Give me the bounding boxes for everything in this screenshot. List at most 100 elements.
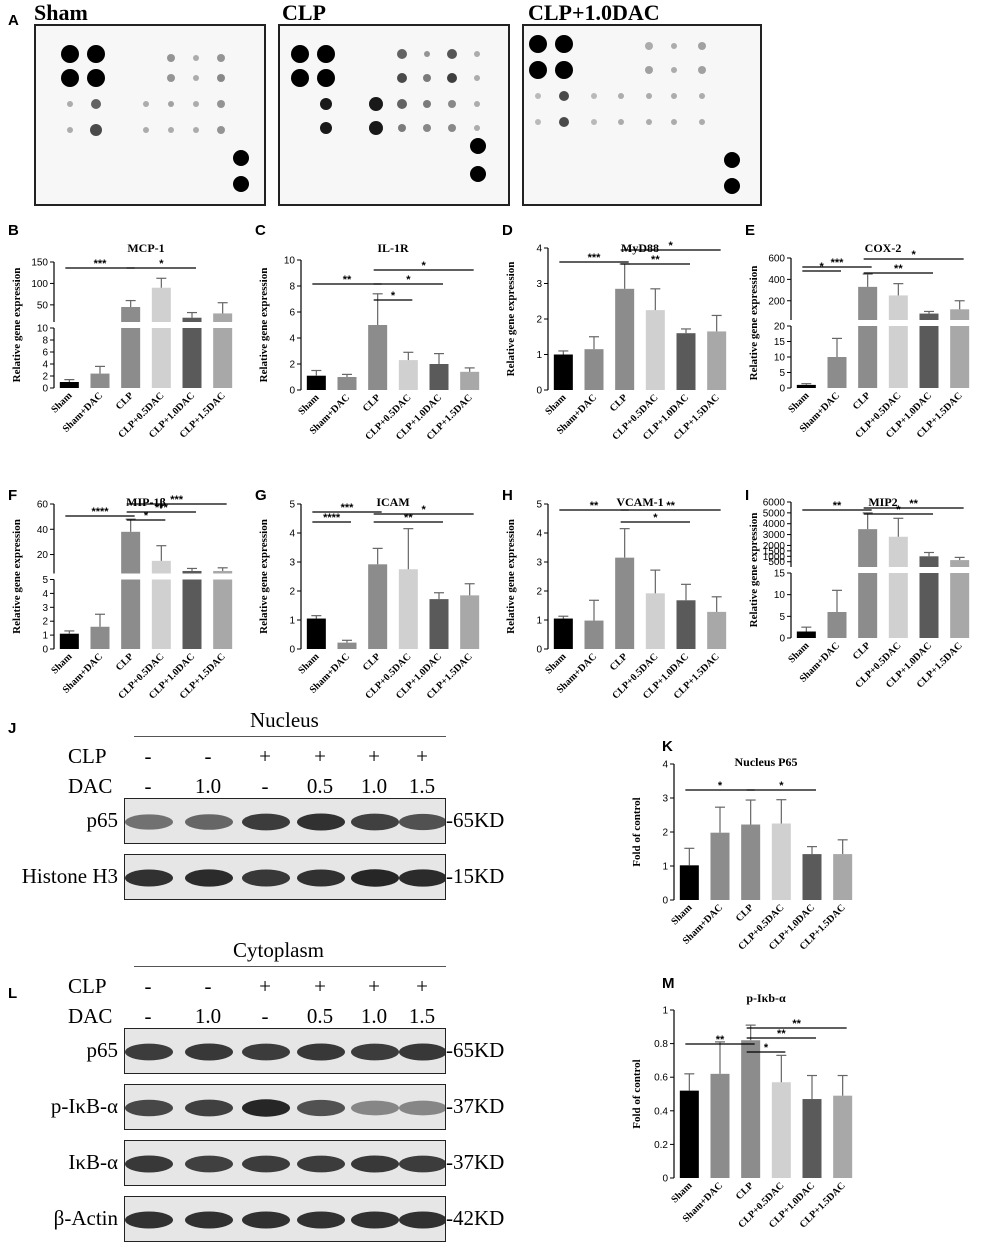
chart-myd88: MyD88 Relative gene expression 0 1 2 3 4 Sham Sh… [502,238,742,483]
lane-value: - [261,1004,269,1028]
lane-value: - [144,744,152,768]
y-axis-label: Fold of control [631,1059,643,1128]
chart-title: MIP-1β [126,495,166,509]
array-dot [397,73,407,83]
bar [398,569,418,649]
lane-value: + [314,974,326,998]
chart-mip2: MIP2 Relative gene expression 0 5 10 15 500 100… [745,492,985,712]
bar [710,832,730,900]
blot-band [351,1100,399,1116]
y-tick-label: 60 [37,500,49,511]
bar [182,570,202,574]
lane-value: + [416,974,428,998]
lane-value: - [144,774,152,798]
significance-label: * [912,249,917,261]
y-axis-label: Relative gene expression [748,266,760,381]
bar [802,1099,822,1178]
y-tick-label: 15 [774,337,786,348]
y-tick-label: 10 [774,353,786,364]
array-title-clp: CLP [282,0,326,25]
blot-band [399,1043,445,1061]
array-dot [474,75,480,81]
blot-band [125,1043,173,1061]
bar [888,536,908,567]
y-tick-label: 400 [768,275,785,286]
y-axis-label: Relative gene expression [11,268,23,383]
y-tick-label: 5 [42,575,48,586]
array-dot [167,54,175,62]
x-category-label: CLP [734,902,756,924]
y-tick-label: 3 [536,279,542,290]
bar [710,1073,730,1178]
array-dot [474,101,480,107]
y-tick-label: 500 [768,557,785,568]
array-dot [645,66,653,74]
protein-label: β-Actin [53,1206,118,1230]
blot-band [242,869,290,887]
y-tick-label: 2 [42,617,48,628]
array-dot [555,35,573,53]
y-tick-label: 40 [37,525,49,536]
blot-band [399,1155,445,1173]
y-tick-label: 0.6 [654,1073,668,1084]
header-rule [134,736,446,737]
y-tick-label: 4 [536,529,542,540]
y-tick-label: 6 [42,348,48,359]
x-category-label: Sham [786,390,812,416]
y-tick-label: 6 [289,308,295,319]
bar [398,360,418,390]
array-blot-clp-dac [522,24,762,206]
molecular-weight-label: -37KD [446,1150,505,1174]
bar [59,633,79,649]
blot-band [185,1043,233,1061]
array-dot [646,119,652,125]
treatment-label: DAC [68,1004,113,1028]
blot-band [125,869,173,887]
lane-value: + [368,744,380,768]
chart-title: MyD88 [621,241,659,255]
array-dot [423,124,431,132]
bar [151,560,171,574]
bar [121,307,141,322]
y-tick-label: 3 [536,558,542,569]
blot-band [297,1043,345,1061]
y-tick-label: 4 [42,589,48,600]
y-tick-label: 3000 [763,530,786,541]
y-tick-label: 1 [536,616,542,627]
y-tick-label: 5 [779,368,785,379]
significance-label: ** [404,512,413,524]
x-category-label: Sham [669,902,695,928]
molecular-weight-label: -65KD [446,1038,505,1062]
lane-value: 1.0 [194,774,222,798]
bar [368,564,388,649]
array-dot [217,126,225,134]
y-tick-label: 5 [289,500,295,511]
chart-mcp1: MCP-1 Relative gene expression 0 2 4 6 8 10 50 10… [8,238,248,483]
significance-label: ** [777,1028,786,1040]
significance-label: * [159,258,164,270]
array-dot [291,69,309,87]
array-dot [67,101,73,107]
chart-title: COX-2 [865,241,902,255]
array-dot [423,100,431,108]
array-dot [447,49,457,59]
molecular-weight-label: -37KD [446,1094,505,1118]
array-dot [61,45,79,63]
bar [584,349,604,390]
array-dot [535,119,541,125]
y-axis-label: Relative gene expression [505,262,517,377]
chart-title: Nucleus P65 [735,755,798,769]
x-category-label: Sham [296,651,322,677]
array-dot [474,125,480,131]
panel-letter-d: D [502,222,513,239]
x-category-label: Sham [669,1180,695,1206]
y-tick-label: 4 [536,244,542,255]
y-tick-label: 4 [662,760,668,771]
bar [368,325,388,390]
protein-label: p65 [86,1038,119,1062]
significance-label: * [764,1042,769,1054]
y-tick-label: 6000 [763,498,786,509]
significance-label: ** [343,274,352,286]
array-dot [424,51,430,57]
y-tick-label: 10 [774,590,786,601]
